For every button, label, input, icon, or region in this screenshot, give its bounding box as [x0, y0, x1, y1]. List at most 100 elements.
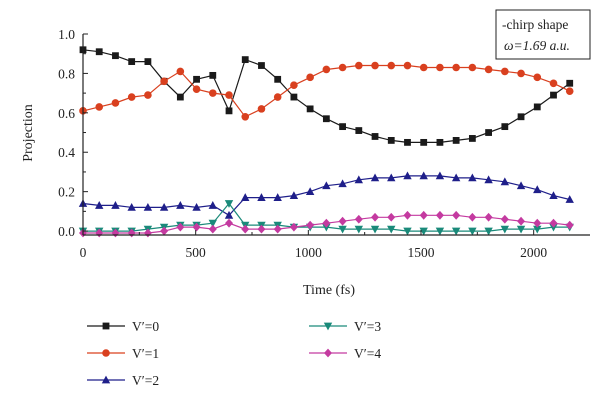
- data-point: [111, 99, 120, 107]
- data-point: [176, 67, 185, 76]
- data-point: [176, 93, 184, 101]
- axes: 0 500 1000 1500 2000 0.0 0.2 0.4 0.6 0.8 1.0: [58, 27, 590, 260]
- data-point: [290, 81, 298, 90]
- data-point: [112, 52, 119, 60]
- y-tick-label: 0.8: [58, 66, 75, 81]
- data-point: [257, 105, 266, 113]
- data-point: [209, 71, 217, 79]
- legend-label: V′=4: [354, 346, 381, 361]
- data-point: [468, 173, 477, 182]
- data-point: [95, 48, 103, 56]
- data-point: [468, 212, 477, 222]
- y-tick-label: 0.0: [58, 224, 75, 239]
- legend-label: V′=0: [132, 319, 159, 334]
- data-point: [322, 223, 331, 232]
- data-point: [452, 137, 460, 144]
- data-point: [550, 91, 557, 99]
- data-point: [468, 227, 477, 236]
- data-point: [354, 225, 364, 234]
- data-point: [549, 223, 558, 232]
- legend-marker: [101, 375, 111, 384]
- data-point: [176, 201, 185, 209]
- data-point: [435, 227, 445, 236]
- data-point: [273, 93, 282, 101]
- data-point: [403, 227, 412, 236]
- legend-item: V′=1: [87, 346, 159, 361]
- data-point: [533, 185, 542, 194]
- data-point: [565, 195, 574, 203]
- y-tick-label: 0.6: [58, 106, 75, 121]
- data-point: [257, 193, 266, 201]
- data-point: [338, 179, 347, 188]
- data-point: [144, 91, 152, 99]
- data-point: [192, 85, 201, 93]
- data-point: [306, 220, 315, 230]
- data-point: [435, 171, 445, 180]
- legend-item: V′=0: [87, 319, 159, 334]
- data-point: [192, 222, 201, 232]
- data-point: [192, 203, 201, 211]
- data-point: [387, 61, 396, 70]
- data-point: [387, 173, 396, 182]
- data-point: [484, 227, 493, 236]
- data-point: [419, 63, 428, 72]
- data-point: [290, 93, 298, 101]
- data-point: [111, 201, 120, 209]
- data-point: [500, 214, 509, 224]
- data-point: [371, 61, 379, 70]
- data-point: [451, 227, 461, 236]
- data-point: [354, 214, 363, 224]
- data-point: [500, 225, 510, 234]
- data-point: [484, 175, 493, 184]
- data-point: [305, 187, 315, 196]
- data-point: [289, 222, 298, 232]
- data-point: [241, 224, 250, 234]
- data-point: [420, 138, 428, 146]
- data-point: [468, 135, 476, 142]
- data-point: [225, 218, 234, 228]
- y-tick-label: 0.4: [58, 145, 75, 160]
- data-point: [241, 56, 249, 64]
- series-0: [79, 46, 574, 146]
- data-point: [387, 212, 396, 222]
- legend-label: V′=2: [132, 373, 159, 388]
- y-tick-label: 1.0: [58, 27, 75, 42]
- x-tick-label: 1000: [295, 245, 322, 260]
- legend-marker: [323, 322, 333, 331]
- data-point: [225, 91, 233, 99]
- data-point: [144, 58, 152, 65]
- data-point: [533, 218, 542, 228]
- data-point: [371, 212, 380, 222]
- data-point: [143, 203, 153, 211]
- data-point: [387, 137, 395, 144]
- data-point: [306, 73, 314, 82]
- data-point: [403, 171, 412, 180]
- data-point: [501, 67, 509, 76]
- data-point: [224, 200, 234, 208]
- data-point: [224, 210, 234, 219]
- data-point: [565, 87, 574, 95]
- data-point: [258, 62, 265, 69]
- data-point: [338, 63, 347, 72]
- data-point: [241, 112, 250, 121]
- data-point: [322, 218, 331, 228]
- data-point: [485, 129, 492, 136]
- data-point: [225, 107, 233, 115]
- data-point: [387, 225, 396, 234]
- data-point: [208, 201, 217, 209]
- data-point: [435, 210, 444, 220]
- data-point: [159, 203, 169, 211]
- data-point: [257, 224, 266, 234]
- data-point: [176, 222, 185, 232]
- legend-item: V′=4: [309, 346, 381, 361]
- data-point: [193, 75, 200, 83]
- series-4: [79, 210, 574, 238]
- data-point: [339, 123, 346, 131]
- y-tick-label: 0.2: [58, 185, 75, 200]
- data-point: [549, 191, 558, 199]
- data-point: [273, 193, 282, 201]
- data-point: [354, 175, 364, 184]
- data-point: [289, 191, 299, 199]
- legend-marker: [324, 348, 332, 358]
